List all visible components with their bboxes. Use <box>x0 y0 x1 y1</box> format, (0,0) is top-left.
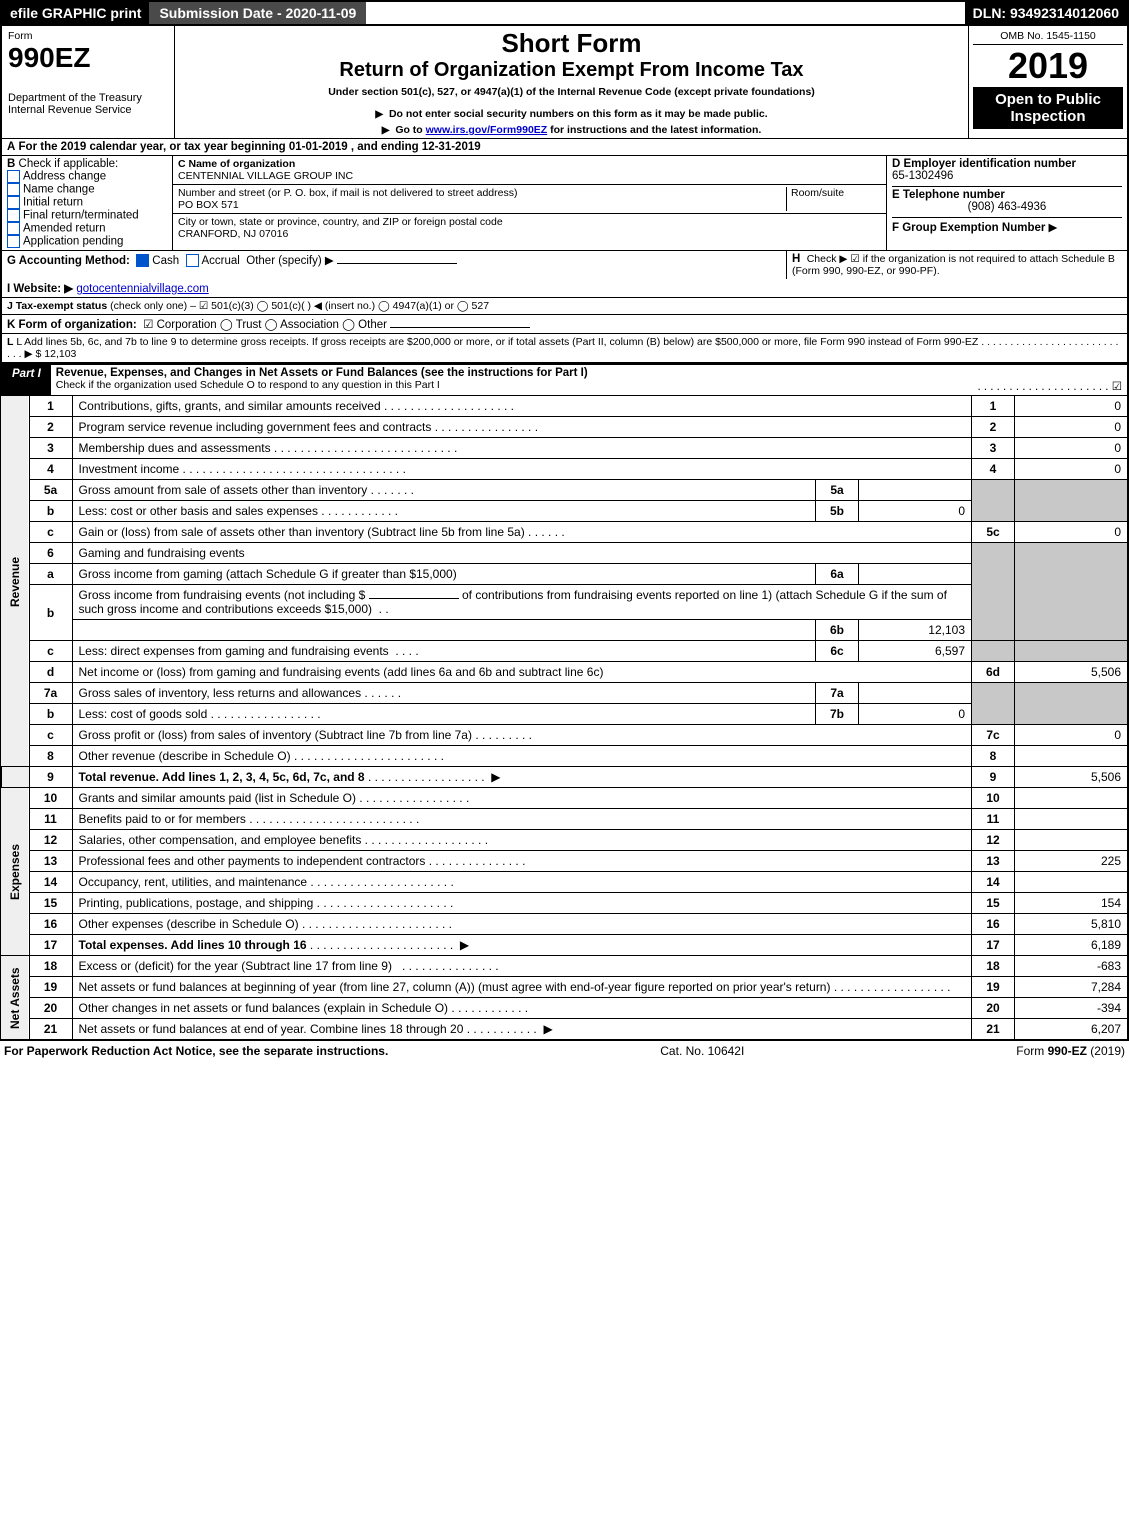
org-name: CENTENNIAL VILLAGE GROUP INC <box>178 170 353 182</box>
checkbox-amended[interactable] <box>7 222 20 235</box>
h-text: Check ▶ ☑ if the organization is not req… <box>792 253 1115 277</box>
footer-right: Form 990-EZ (2019) <box>1016 1044 1125 1058</box>
footer-left: For Paperwork Reduction Act Notice, see … <box>4 1044 388 1058</box>
checkbox-app-pending[interactable] <box>7 235 20 248</box>
ein: 65-1302496 <box>892 170 953 182</box>
arrow-icon <box>382 124 393 136</box>
form-word: Form <box>8 30 168 42</box>
return-title: Return of Organization Exempt From Incom… <box>183 59 960 82</box>
j-values: (check only one) – ☑ 501(c)(3) ◯ 501(c)(… <box>110 300 489 312</box>
e-label: E Telephone number <box>892 189 1005 201</box>
city-state-zip: CRANFORD, NJ 07016 <box>178 228 288 240</box>
j-label: J Tax-exempt status <box>7 300 107 312</box>
l-text: L Add lines 5b, 6c, and 7b to line 9 to … <box>16 336 978 348</box>
checkbox-final-return[interactable] <box>7 209 20 222</box>
side-expenses: Expenses <box>1 788 29 956</box>
dln-label: DLN: 93492314012060 <box>965 2 1127 24</box>
checkbox-initial-return[interactable] <box>7 196 20 209</box>
efile-label: efile GRAPHIC print <box>2 2 149 24</box>
f-label: F Group Exemption Number <box>892 222 1045 234</box>
part-i-badge: Part I <box>2 365 51 395</box>
no-ssn: Do not enter social security numbers on … <box>389 108 768 120</box>
goto-suffix: for instructions and the latest informat… <box>550 124 761 136</box>
i-label: I Website: ▶ <box>7 283 73 295</box>
checkbox-cash[interactable] <box>136 254 149 267</box>
h-label: H <box>792 253 800 265</box>
g-label: G Accounting Method: <box>7 255 130 267</box>
irs-link[interactable]: www.irs.gov/Form990EZ <box>426 124 548 136</box>
part-i-sub: Check if the organization used Schedule … <box>56 379 440 391</box>
part-i-check: ☑ <box>1112 381 1122 393</box>
address: PO BOX 571 <box>178 199 239 211</box>
submission-date: Submission Date - 2020-11-09 <box>149 2 366 24</box>
checkbox-accrual[interactable] <box>186 254 199 267</box>
irs-label: Internal Revenue Service <box>8 104 168 116</box>
arrow-icon <box>375 108 386 120</box>
k-values: ☑ Corporation ◯ Trust ◯ Association ◯ Ot… <box>143 319 387 331</box>
dept-treasury: Department of the Treasury <box>8 92 168 104</box>
l-amount: ▶ $ 12,103 <box>25 348 77 360</box>
check-if-applicable: Check if applicable: <box>19 158 119 170</box>
goto-prefix: Go to <box>395 124 425 136</box>
open-to-public: Open to Public Inspection <box>973 87 1123 129</box>
checkbox-name-change[interactable] <box>7 183 20 196</box>
period-line: For the 2019 calendar year, or tax year … <box>19 141 481 153</box>
part-i-title: Revenue, Expenses, and Changes in Net As… <box>56 367 588 379</box>
under-section: Under section 501(c), 527, or 4947(a)(1)… <box>183 86 960 98</box>
d-label: D Employer identification number <box>892 158 1076 170</box>
k-label: K Form of organization: <box>7 319 137 331</box>
side-netassets: Net Assets <box>1 956 29 1040</box>
header-center: Short Form Return of Organization Exempt… <box>175 26 968 138</box>
g-other: Other (specify) ▶ <box>246 255 333 267</box>
section-d: D Employer identification number 65-1302… <box>886 156 1127 250</box>
room-suite-label: Room/suite <box>786 187 881 211</box>
page-footer: For Paperwork Reduction Act Notice, see … <box>0 1040 1129 1061</box>
short-form-title: Short Form <box>183 28 960 59</box>
side-revenue: Revenue <box>1 396 29 767</box>
section-b: B Check if applicable: Address change Na… <box>2 156 173 250</box>
top-bar: efile GRAPHIC print Submission Date - 20… <box>0 0 1129 26</box>
header-left: Form 990EZ Department of the Treasury In… <box>2 26 175 138</box>
city-label: City or town, state or province, country… <box>178 216 503 228</box>
header-right: OMB No. 1545-1150 2019 Open to Public In… <box>968 26 1127 138</box>
section-c: C Name of organization CENTENNIAL VILLAG… <box>173 156 886 250</box>
tax-year: 2019 <box>973 45 1123 87</box>
addr-label: Number and street (or P. O. box, if mail… <box>178 187 517 199</box>
omb-number: OMB No. 1545-1150 <box>973 28 1123 45</box>
footer-mid: Cat. No. 10642I <box>660 1044 744 1058</box>
part-i-table: Revenue 1 Contributions, gifts, grants, … <box>0 395 1129 1040</box>
form-number: 990EZ <box>8 42 168 74</box>
checkbox-address-change[interactable] <box>7 170 20 183</box>
topbar-spacer <box>366 2 964 24</box>
f-arrow: ▶ <box>1049 222 1058 234</box>
c-label: C Name of organization <box>178 158 295 170</box>
phone: (908) 463-4936 <box>892 201 1122 213</box>
website-link[interactable]: gotocentennialvillage.com <box>76 283 208 295</box>
